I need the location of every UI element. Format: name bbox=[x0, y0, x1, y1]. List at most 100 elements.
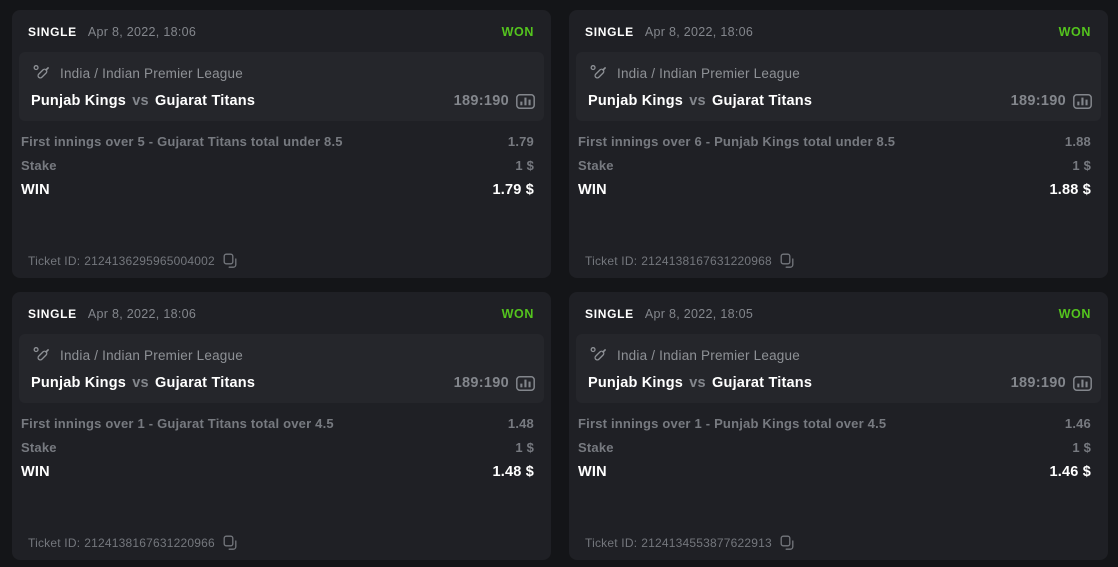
bet-type-label: SINGLE bbox=[585, 307, 634, 321]
stats-icon[interactable] bbox=[516, 375, 535, 391]
win-label: WIN bbox=[578, 182, 607, 198]
bet-odds: 1.48 bbox=[507, 416, 534, 431]
bet-description: First innings over 1 - Punjab Kings tota… bbox=[578, 416, 887, 431]
league-row: India / Indian Premier League bbox=[31, 345, 535, 365]
ticket-footer: Ticket ID: 2124136295965004002 bbox=[28, 253, 238, 269]
bet-type-label: SINGLE bbox=[28, 307, 77, 321]
ticket-id-value: 2124138167631220968 bbox=[641, 254, 772, 268]
copy-icon[interactable] bbox=[223, 535, 238, 551]
home-team-name: Punjab Kings bbox=[588, 375, 684, 391]
bet-description: First innings over 1 - Gujarat Titans to… bbox=[21, 416, 334, 431]
win-row: WIN 1.48 $ bbox=[21, 460, 534, 484]
bet-type-label: SINGLE bbox=[585, 25, 634, 39]
stake-value: 1 $ bbox=[515, 158, 534, 173]
bet-row: First innings over 6 - Punjab Kings tota… bbox=[578, 130, 1091, 154]
bet-datetime: Apr 8, 2022, 18:05 bbox=[644, 307, 754, 321]
cricket-icon bbox=[31, 63, 51, 83]
match-teams: Punjab Kings vs Gujarat Titans bbox=[588, 93, 812, 109]
copy-icon[interactable] bbox=[780, 535, 795, 551]
status-badge: WON bbox=[501, 307, 534, 321]
ticket-id-label: Ticket ID: bbox=[585, 254, 638, 268]
ticket-id-label: Ticket ID: bbox=[28, 536, 81, 550]
bet-details: First innings over 1 - Gujarat Titans to… bbox=[12, 403, 551, 484]
score-wrap: 189:190 bbox=[454, 375, 535, 391]
copy-icon[interactable] bbox=[223, 253, 238, 269]
ticket-footer: Ticket ID: 2124138167631220968 bbox=[585, 253, 795, 269]
vs-label: vs bbox=[132, 93, 149, 109]
bet-ticket-card: SINGLE Apr 8, 2022, 18:05 WON India / In… bbox=[569, 292, 1108, 560]
card-header: SINGLE Apr 8, 2022, 18:06 WON bbox=[12, 292, 551, 321]
bet-details: First innings over 5 - Gujarat Titans to… bbox=[12, 121, 551, 202]
home-team-name: Punjab Kings bbox=[31, 375, 127, 391]
vs-label: vs bbox=[689, 93, 706, 109]
match-score: 189:190 bbox=[453, 375, 509, 391]
away-team-name: Gujarat Titans bbox=[155, 93, 256, 109]
stats-icon[interactable] bbox=[1073, 93, 1092, 109]
cricket-icon bbox=[31, 345, 51, 365]
card-header: SINGLE Apr 8, 2022, 18:06 WON bbox=[569, 10, 1108, 39]
score-wrap: 189:190 bbox=[454, 93, 535, 109]
win-row: WIN 1.46 $ bbox=[578, 460, 1091, 484]
match-teams: Punjab Kings vs Gujarat Titans bbox=[31, 375, 255, 391]
bet-ticket-card: SINGLE Apr 8, 2022, 18:06 WON India / In… bbox=[569, 10, 1108, 278]
bet-odds: 1.79 bbox=[507, 134, 534, 149]
win-value: 1.79 $ bbox=[492, 182, 534, 198]
ticket-id-label: Ticket ID: bbox=[585, 536, 638, 550]
ticket-id-value: 2124138167631220966 bbox=[84, 536, 215, 550]
stake-row: Stake 1 $ bbox=[21, 154, 534, 178]
bet-description: First innings over 5 - Gujarat Titans to… bbox=[21, 134, 343, 149]
match-score: 189:190 bbox=[453, 93, 509, 109]
league-label: India / Indian Premier League bbox=[60, 65, 243, 81]
bet-odds: 1.88 bbox=[1064, 134, 1091, 149]
win-label: WIN bbox=[21, 464, 50, 480]
stake-value: 1 $ bbox=[515, 440, 534, 455]
match-panel: India / Indian Premier League Punjab Kin… bbox=[576, 334, 1101, 403]
match-row: Punjab Kings vs Gujarat Titans 189:190 bbox=[31, 93, 535, 109]
status-badge: WON bbox=[1058, 307, 1091, 321]
bet-odds: 1.46 bbox=[1064, 416, 1091, 431]
stats-icon[interactable] bbox=[516, 93, 535, 109]
stake-row: Stake 1 $ bbox=[21, 436, 534, 460]
league-label: India / Indian Premier League bbox=[60, 347, 243, 363]
win-label: WIN bbox=[21, 182, 50, 198]
bet-details: First innings over 6 - Punjab Kings tota… bbox=[569, 121, 1108, 202]
match-row: Punjab Kings vs Gujarat Titans 189:190 bbox=[31, 375, 535, 391]
ticket-id-value: 2124134553877622913 bbox=[641, 536, 772, 550]
home-team-name: Punjab Kings bbox=[588, 93, 684, 109]
win-value: 1.48 $ bbox=[492, 464, 534, 480]
stake-row: Stake 1 $ bbox=[578, 436, 1091, 460]
league-row: India / Indian Premier League bbox=[31, 63, 535, 83]
score-wrap: 189:190 bbox=[1011, 93, 1092, 109]
win-value: 1.46 $ bbox=[1049, 464, 1091, 480]
league-label: India / Indian Premier League bbox=[617, 65, 800, 81]
stake-label: Stake bbox=[21, 440, 57, 455]
bet-datetime: Apr 8, 2022, 18:06 bbox=[87, 307, 197, 321]
status-badge: WON bbox=[1058, 25, 1091, 39]
bet-datetime: Apr 8, 2022, 18:06 bbox=[87, 25, 197, 39]
match-panel: India / Indian Premier League Punjab Kin… bbox=[576, 52, 1101, 121]
bet-ticket-card: SINGLE Apr 8, 2022, 18:06 WON India / In… bbox=[12, 292, 551, 560]
ticket-footer: Ticket ID: 2124138167631220966 bbox=[28, 535, 238, 551]
stake-value: 1 $ bbox=[1072, 440, 1091, 455]
card-header: SINGLE Apr 8, 2022, 18:05 WON bbox=[569, 292, 1108, 321]
win-row: WIN 1.88 $ bbox=[578, 178, 1091, 202]
stake-value: 1 $ bbox=[1072, 158, 1091, 173]
bet-datetime: Apr 8, 2022, 18:06 bbox=[644, 25, 754, 39]
bet-row: First innings over 1 - Gujarat Titans to… bbox=[21, 412, 534, 436]
bet-details: First innings over 1 - Punjab Kings tota… bbox=[569, 403, 1108, 484]
league-label: India / Indian Premier League bbox=[617, 347, 800, 363]
away-team-name: Gujarat Titans bbox=[712, 375, 813, 391]
home-team-name: Punjab Kings bbox=[31, 93, 127, 109]
status-badge: WON bbox=[501, 25, 534, 39]
away-team-name: Gujarat Titans bbox=[155, 375, 256, 391]
bet-type-label: SINGLE bbox=[28, 25, 77, 39]
stake-label: Stake bbox=[21, 158, 57, 173]
stake-row: Stake 1 $ bbox=[578, 154, 1091, 178]
match-teams: Punjab Kings vs Gujarat Titans bbox=[588, 375, 812, 391]
bet-ticket-card: SINGLE Apr 8, 2022, 18:06 WON India / In… bbox=[12, 10, 551, 278]
copy-icon[interactable] bbox=[780, 253, 795, 269]
stats-icon[interactable] bbox=[1073, 375, 1092, 391]
bet-description: First innings over 6 - Punjab Kings tota… bbox=[578, 134, 896, 149]
win-row: WIN 1.79 $ bbox=[21, 178, 534, 202]
